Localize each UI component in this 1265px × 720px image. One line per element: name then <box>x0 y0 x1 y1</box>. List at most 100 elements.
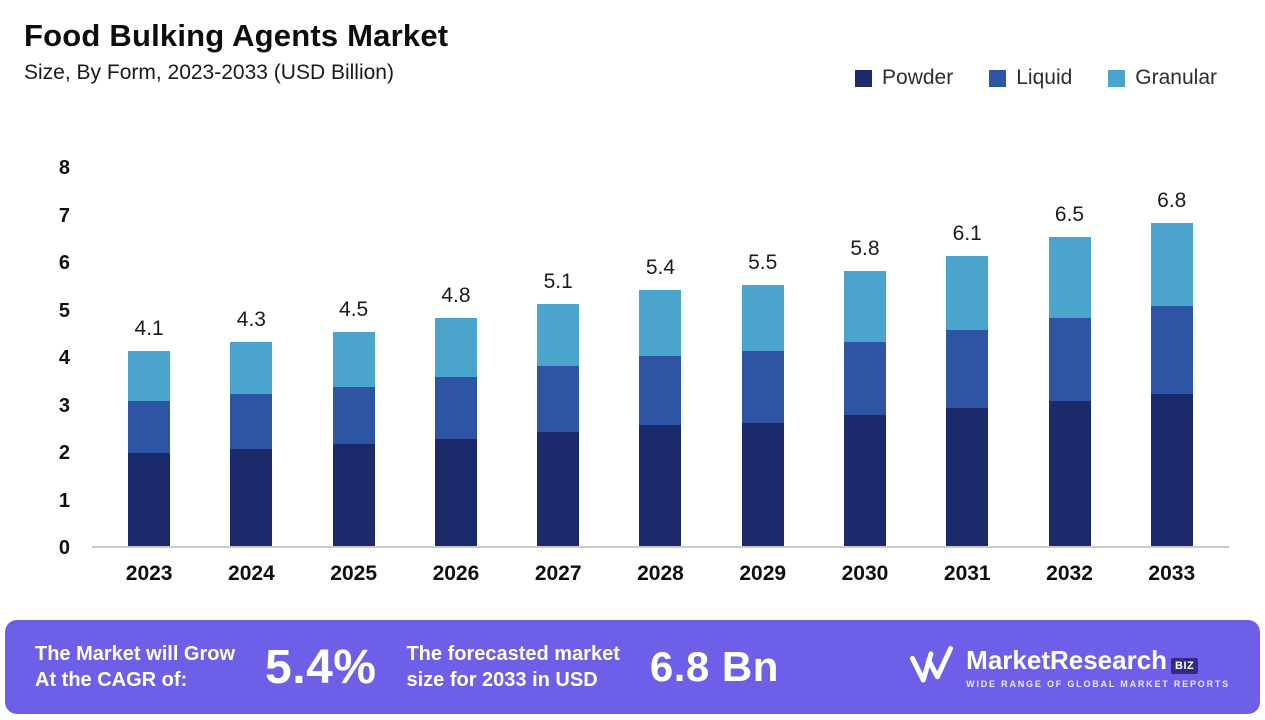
bar-segment-powder-2030[interactable] <box>843 415 886 546</box>
bar-segment-granular-2033[interactable] <box>1150 223 1193 307</box>
x-axis-label-2030: 2030 <box>841 562 889 585</box>
y-axis-tick-0: 0 <box>58 537 70 559</box>
cagr-label-line1: The Market will Grow <box>35 643 236 665</box>
bar-segment-powder-2033[interactable] <box>1150 394 1193 546</box>
y-axis-tick-2: 2 <box>58 442 70 464</box>
bar-stack-2025 <box>332 332 375 546</box>
bar-total-label-2026: 4.8 <box>441 284 471 307</box>
legend-label: Powder <box>882 66 954 89</box>
bar-segment-powder-2025[interactable] <box>332 443 375 546</box>
cagr-label: The Market will Grow At the CAGR of: <box>35 641 235 693</box>
forecast-value: 6.8 Bn <box>649 643 779 690</box>
bar-total-label-2028: 5.4 <box>645 255 676 279</box>
plot-row: 0 1 2 3 4 5 6 7 8 4.1 4.3 4.5 4.8 5.1 5.4 5.5 5.8 6.1 6.5… <box>0 157 1265 559</box>
bar-segment-granular-2029[interactable] <box>741 284 784 352</box>
bar-total-label-2024: 4.3 <box>236 307 266 331</box>
bar-group-2031[interactable]: 6.1 <box>919 168 1015 546</box>
y-axis-tick-3: 3 <box>58 394 70 417</box>
bar-segment-granular-2027[interactable] <box>537 303 580 366</box>
bar-stack-2026 <box>434 318 477 546</box>
bar-segment-granular-2032[interactable] <box>1048 237 1091 318</box>
bar-segment-granular-2031[interactable] <box>946 256 989 330</box>
bar-group-2028[interactable]: 5.4 <box>612 168 708 546</box>
bar-total-label-2023: 4.1 <box>134 317 164 341</box>
bar-group-2033[interactable]: 6.8 <box>1124 168 1220 546</box>
x-axis-label-2024: 2024 <box>228 562 275 585</box>
y-axis-tick-8: 8 <box>58 157 70 179</box>
bar-total-label-2031: 6.1 <box>952 222 982 246</box>
bar-stack-2028 <box>639 289 682 546</box>
page-subtitle: Size, By Form, 2023-2033 (USD Billion) <box>24 61 394 84</box>
x-axis-label-2032: 2032 <box>1046 562 1093 585</box>
x-axis-label-2023: 2023 <box>125 562 173 585</box>
bar-group-2032[interactable]: 6.5 <box>1022 168 1118 546</box>
legend-item-powder[interactable]: Powder <box>855 66 953 90</box>
logo-biz-badge: BIZ <box>1171 658 1199 674</box>
bar-group-2030[interactable]: 5.8 <box>817 168 913 546</box>
legend-item-liquid[interactable]: Liquid <box>989 66 1072 90</box>
y-axis-tick-4: 4 <box>58 347 70 369</box>
chart-legend: Powder Liquid Granular <box>855 66 1217 90</box>
bar-segment-powder-2027[interactable] <box>537 432 580 546</box>
y-axis: 0 1 2 3 4 5 6 7 8 <box>0 157 92 559</box>
bar-segment-liquid-2024[interactable] <box>230 394 273 449</box>
bar-stack-2027 <box>537 303 580 546</box>
y-axis-tick-1: 1 <box>58 489 70 512</box>
bar-segment-liquid-2033[interactable] <box>1150 306 1193 394</box>
bar-group-2024[interactable]: 4.3 <box>203 168 299 546</box>
bar-segment-liquid-2023[interactable] <box>128 401 171 454</box>
x-axis-labels: 2023 2024 2025 2026 2027 2028 2029 2030 2031 2032… <box>92 562 1229 586</box>
bar-stack-2032 <box>1048 237 1091 546</box>
x-axis-label-2033: 2033 <box>1148 562 1196 585</box>
plot-area: 4.1 4.3 4.5 4.8 5.1 5.4 5.5 5.8 6.1 6.5 6.8 <box>92 168 1229 548</box>
bar-segment-granular-2023[interactable] <box>128 351 171 402</box>
page-title: Food Bulking Agents Market <box>24 18 449 53</box>
marketresearch-logo[interactable]: MarketResearch BIZ WIDE RANGE OF GLOBAL … <box>908 643 1230 691</box>
title-block: Food Bulking Agents Market Size, By Form… <box>24 18 448 85</box>
stacked-bar-chart: 0 1 2 3 4 5 6 7 8 4.1 4.3 4.5 4.8 5.1 5.4 5.5 5.8 6.1 6.5… <box>0 112 1265 612</box>
bar-stack-2023 <box>128 351 171 546</box>
bar-segment-granular-2025[interactable] <box>332 332 375 387</box>
bar-segment-powder-2031[interactable] <box>946 408 989 546</box>
bar-segment-liquid-2025[interactable] <box>332 386 375 444</box>
y-axis-tick-7: 7 <box>58 204 70 227</box>
legend-swatch-icon <box>855 69 873 87</box>
bar-segment-liquid-2027[interactable] <box>537 365 580 432</box>
bar-total-label-2033: 6.8 <box>1157 189 1187 212</box>
bar-segment-powder-2029[interactable] <box>741 422 784 546</box>
bar-segment-granular-2028[interactable] <box>639 289 682 356</box>
bar-segment-granular-2026[interactable] <box>434 318 477 378</box>
bar-segment-powder-2032[interactable] <box>1048 401 1091 546</box>
bar-segment-liquid-2029[interactable] <box>741 351 784 423</box>
forecast-label-line2: size for 2033 in USD <box>406 669 598 691</box>
bar-group-2023[interactable]: 4.1 <box>101 168 197 546</box>
bar-segment-powder-2023[interactable] <box>128 453 171 546</box>
bar-total-label-2027: 5.1 <box>543 269 573 293</box>
bar-group-2027[interactable]: 5.1 <box>510 168 606 546</box>
bar-stack-2033 <box>1150 223 1193 546</box>
bar-segment-powder-2026[interactable] <box>434 439 477 546</box>
bar-segment-powder-2028[interactable] <box>639 424 682 546</box>
x-axis-label-2029: 2029 <box>739 562 787 585</box>
bar-segment-liquid-2032[interactable] <box>1048 318 1091 402</box>
bar-segment-powder-2024[interactable] <box>230 448 273 546</box>
bar-total-label-2032: 6.5 <box>1054 203 1085 227</box>
y-axis-tick-5: 5 <box>58 299 70 322</box>
bar-segment-liquid-2028[interactable] <box>639 356 682 425</box>
x-axis-spacer <box>0 562 92 586</box>
bar-group-2025[interactable]: 4.5 <box>306 168 402 546</box>
bar-segment-liquid-2026[interactable] <box>434 377 477 440</box>
bar-total-label-2029: 5.5 <box>748 250 778 274</box>
bar-segment-granular-2024[interactable] <box>230 341 273 394</box>
logo-name-row: MarketResearch BIZ <box>966 645 1230 676</box>
bar-group-2026[interactable]: 4.8 <box>408 168 504 546</box>
legend-item-granular[interactable]: Granular <box>1108 66 1217 90</box>
legend-label: Granular <box>1135 66 1217 89</box>
bar-segment-granular-2030[interactable] <box>843 270 886 342</box>
forecast-label: The forecasted market size for 2033 in U… <box>406 641 619 693</box>
bar-total-label-2030: 5.8 <box>850 236 880 260</box>
cagr-value: 5.4% <box>265 640 377 694</box>
bar-group-2029[interactable]: 5.5 <box>715 168 811 546</box>
bar-segment-liquid-2031[interactable] <box>946 329 989 409</box>
bar-segment-liquid-2030[interactable] <box>843 341 886 416</box>
